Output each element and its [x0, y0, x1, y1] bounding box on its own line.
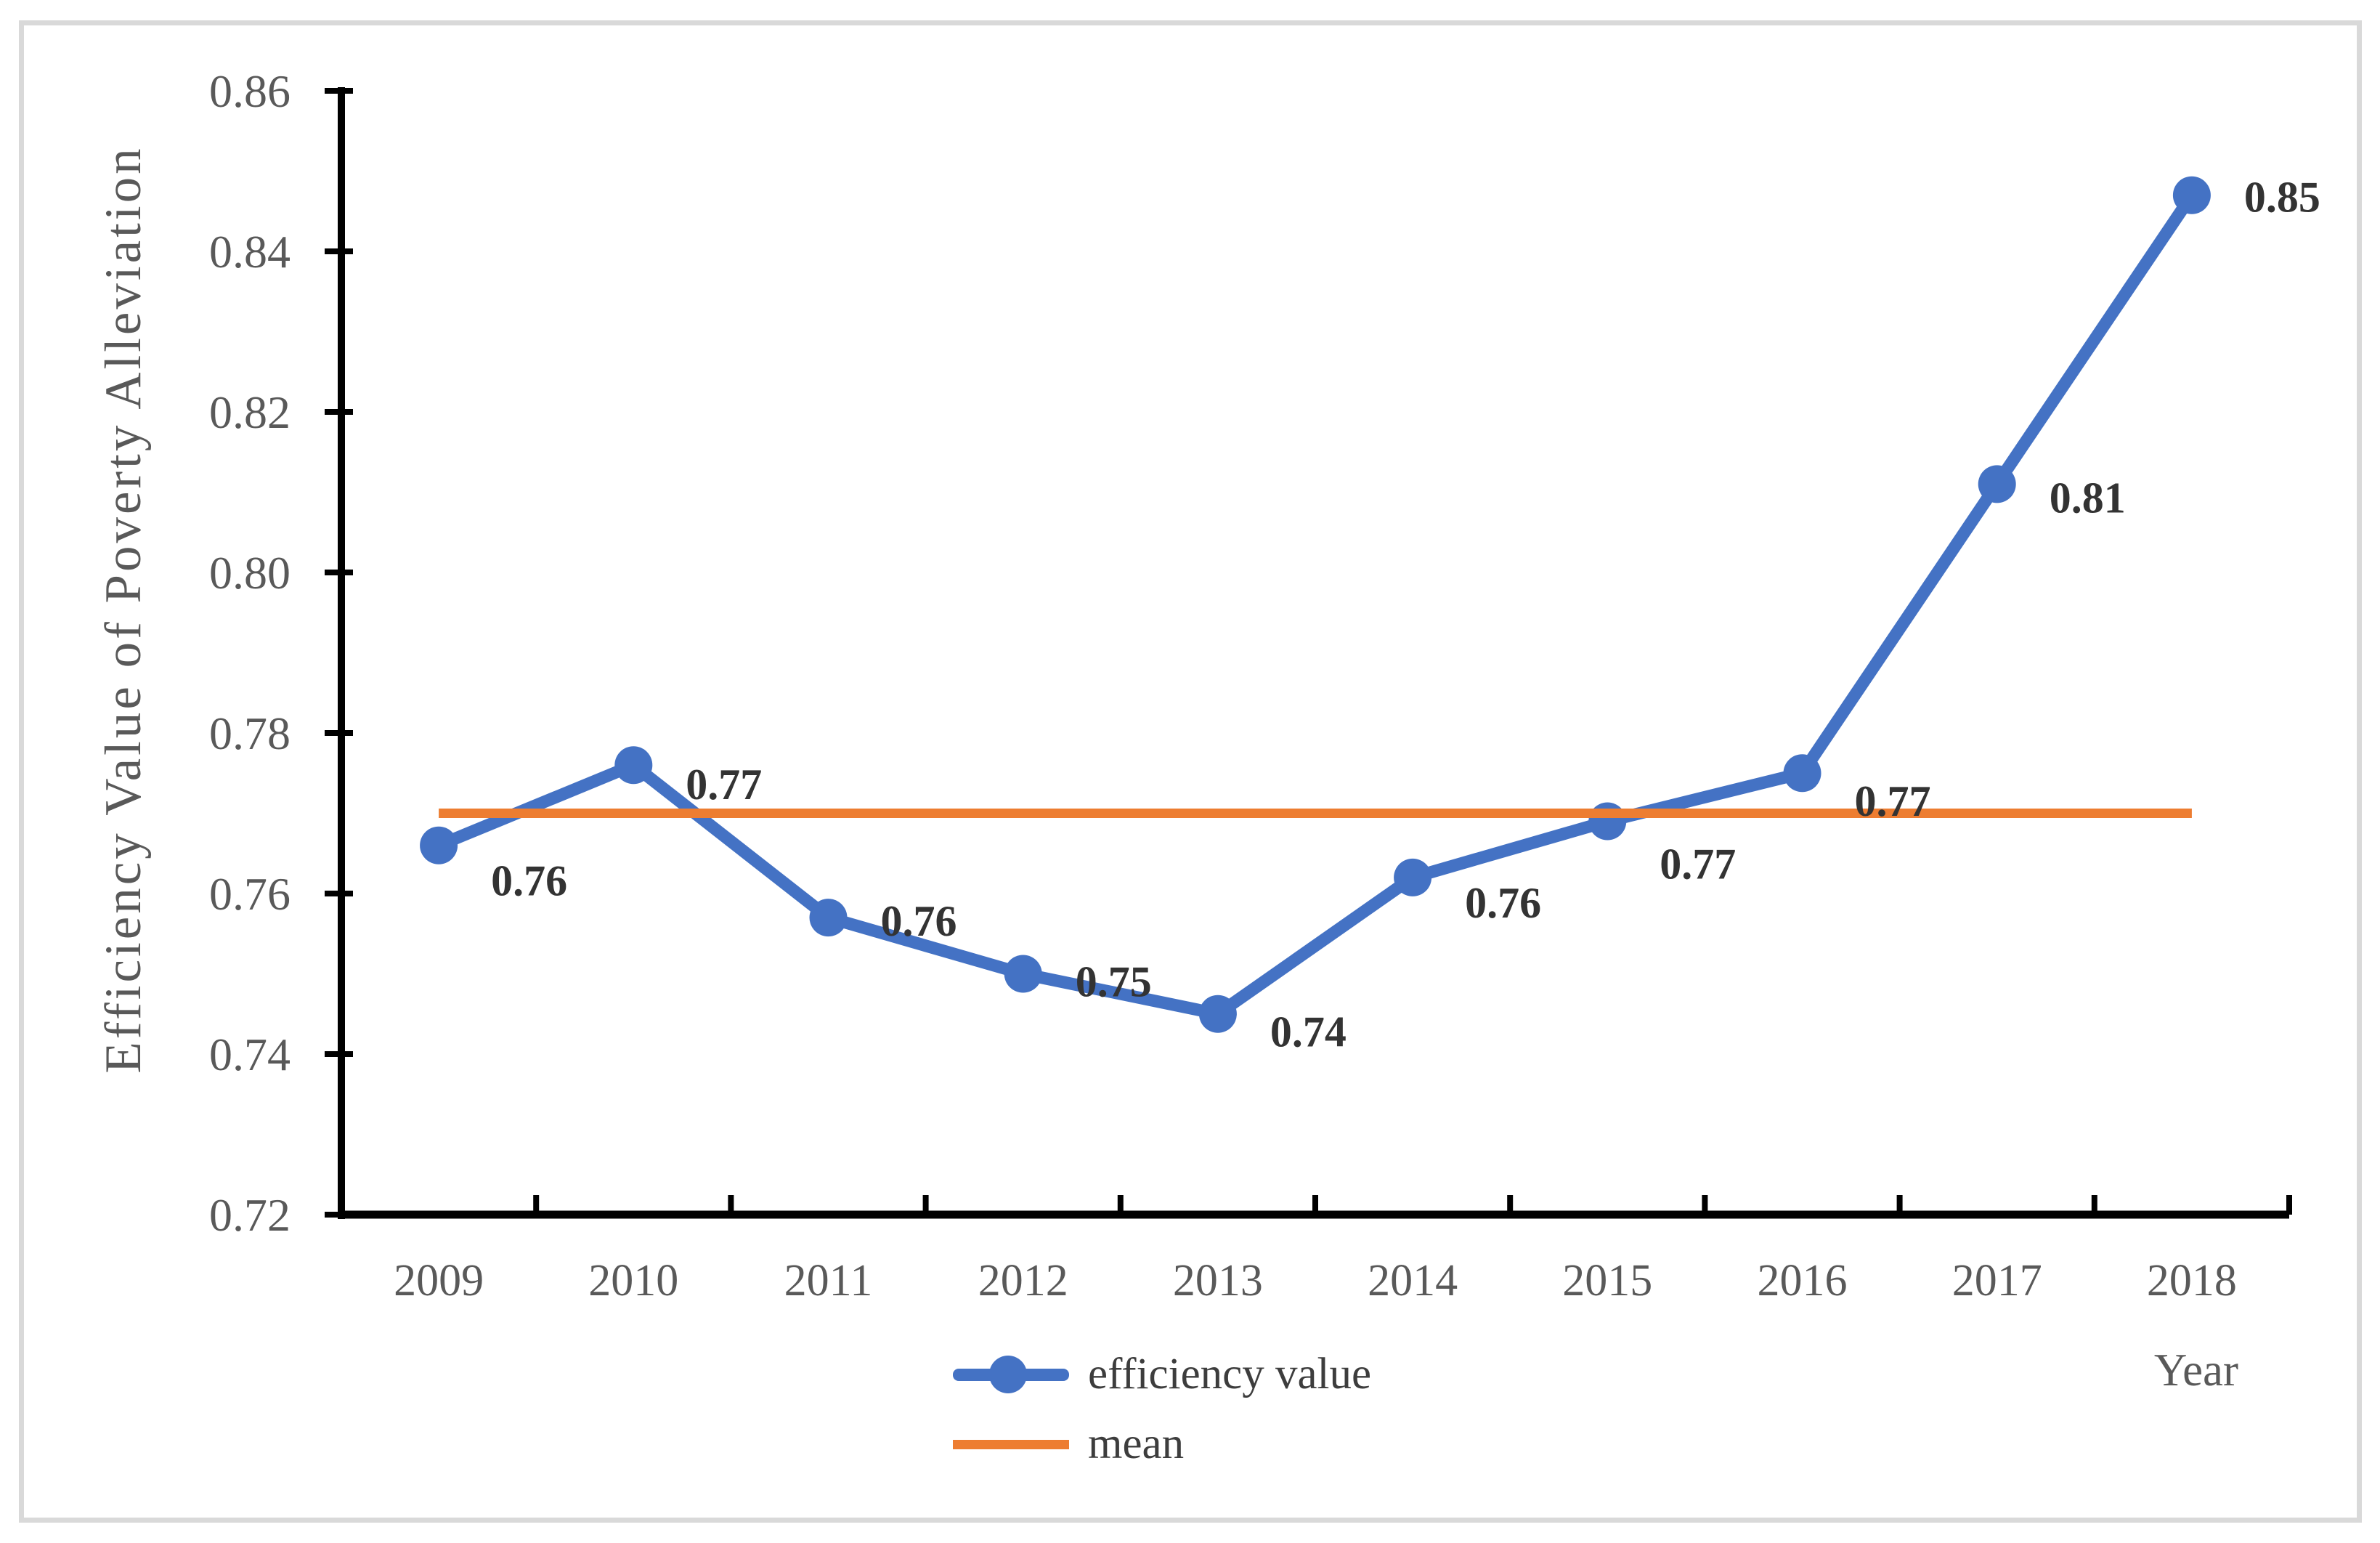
y-tick-label: 0.72 — [209, 1189, 291, 1241]
y-tick-label: 0.74 — [209, 1029, 291, 1080]
data-point-label: 0.77 — [1660, 841, 1736, 888]
data-point-marker — [1783, 754, 1821, 793]
data-point-label: 0.76 — [1465, 879, 1541, 927]
data-point-marker — [614, 746, 653, 785]
y-tick-label: 0.76 — [209, 868, 291, 920]
data-point-marker — [1198, 995, 1237, 1033]
data-point-marker — [420, 826, 458, 864]
legend: efficiency value mean — [937, 1348, 1371, 1470]
x-axis-title: Year — [2153, 1345, 2238, 1396]
x-tick-label: 2016 — [1758, 1256, 1848, 1305]
data-point-marker — [2172, 176, 2211, 214]
data-point-marker — [1394, 858, 1432, 896]
y-tick-label: 0.82 — [209, 386, 291, 438]
x-tick-label: 2013 — [1173, 1256, 1263, 1305]
legend-item-efficiency-value: efficiency value — [937, 1348, 1371, 1401]
x-tick-label: 2018 — [2147, 1256, 2237, 1305]
efficiency-value-line — [432, 189, 2198, 1021]
legend-label: efficiency value — [1088, 1350, 1372, 1398]
data-point-label: 0.77 — [686, 761, 762, 809]
legend-line-icon — [953, 1440, 1069, 1449]
legend-marker-dot-icon — [989, 1356, 1027, 1393]
x-tick-label: 2015 — [1562, 1256, 1652, 1305]
x-tick-label: 2012 — [978, 1256, 1068, 1305]
data-point-label: 0.85 — [2244, 174, 2320, 222]
y-tick-label: 0.78 — [209, 708, 291, 759]
y-tick-label: 0.86 — [209, 65, 291, 117]
x-tick-label: 2017 — [1952, 1256, 2042, 1305]
y-axis-title: Efficiency Value of Poverty Alleviation — [95, 145, 152, 1074]
data-point-marker — [809, 899, 848, 937]
legend-item-mean: mean — [937, 1418, 1371, 1470]
data-point-marker — [1978, 465, 2016, 503]
x-tick-label: 2014 — [1368, 1256, 1458, 1305]
data-point-label: 0.75 — [1076, 958, 1152, 1006]
x-tick-label: 2010 — [588, 1256, 678, 1305]
data-point-label: 0.76 — [491, 857, 567, 905]
data-point-label: 0.77 — [1855, 777, 1931, 825]
legend-swatch-mean — [937, 1418, 1079, 1470]
x-tick-label: 2009 — [394, 1256, 484, 1305]
legend-swatch-efficiency-value — [937, 1348, 1079, 1401]
y-tick-label: 0.80 — [209, 547, 291, 599]
y-tick-label: 0.84 — [209, 226, 291, 278]
figure-border-frame — [19, 20, 2362, 1523]
data-point-marker — [1004, 955, 1042, 993]
legend-label: mean — [1088, 1420, 1185, 1468]
data-point-label: 0.81 — [2050, 474, 2126, 522]
x-tick-label: 2011 — [784, 1256, 873, 1305]
data-point-label: 0.74 — [1270, 1008, 1347, 1056]
data-point-marker — [1588, 802, 1627, 841]
data-point-label: 0.76 — [881, 897, 957, 945]
